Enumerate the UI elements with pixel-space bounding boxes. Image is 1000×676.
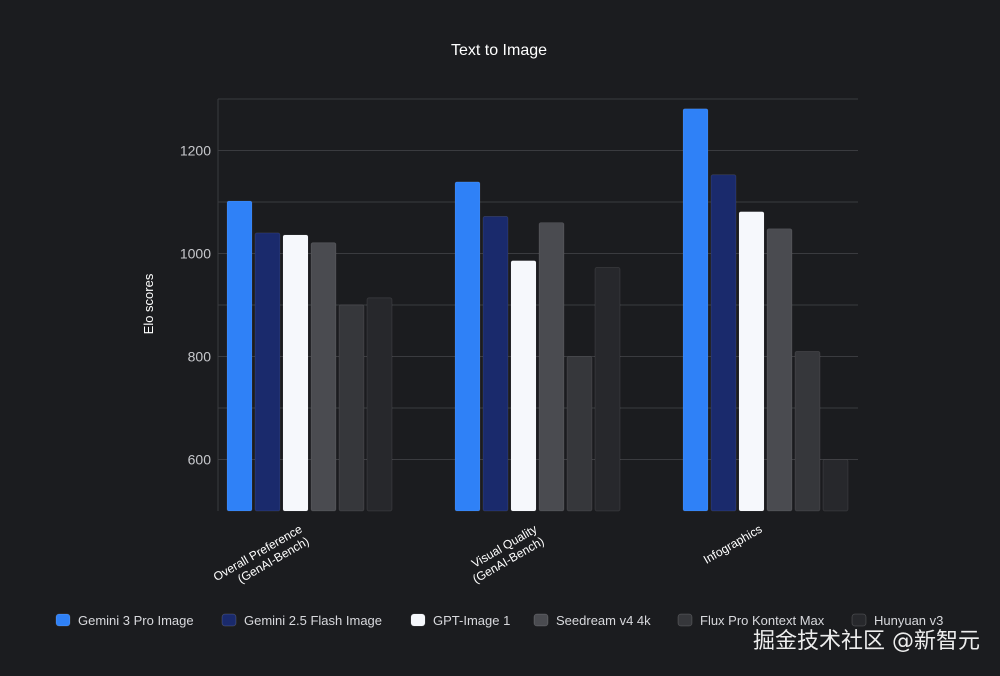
- legend: Gemini 3 Pro Image Gemini 2.5 Flash Image…: [55, 613, 943, 628]
- y-tick-label: 1000: [180, 246, 211, 262]
- bar: [226, 200, 253, 512]
- bar: [594, 267, 621, 512]
- legend-label: Flux Pro Kontext Max: [700, 613, 825, 628]
- legend-item: Seedream v4 4k: [533, 613, 651, 628]
- watermark: 掘金技术社区 @新智元: [753, 629, 980, 654]
- bars: [226, 108, 849, 512]
- bar: [482, 216, 509, 512]
- x-axis-categories: Overall Preference(GenAI-Bench) Visual Qu…: [211, 522, 765, 596]
- bar: [366, 297, 393, 512]
- y-tick-label: 600: [188, 452, 212, 468]
- y-tick-label: 1200: [180, 143, 211, 159]
- x-category-label: Overall Preference(GenAI-Bench): [211, 522, 312, 596]
- bar: [282, 234, 309, 512]
- bar: [338, 304, 365, 512]
- x-category-label: Infographics: [701, 522, 765, 567]
- legend-swatch: [221, 613, 237, 627]
- legend-swatch: [851, 613, 867, 627]
- bar: [538, 222, 565, 512]
- bar: [254, 232, 281, 512]
- legend-swatch: [55, 613, 71, 627]
- legend-label: Gemini 2.5 Flash Image: [244, 613, 382, 628]
- chart-title: Text to Image: [451, 42, 547, 59]
- bar: [822, 459, 849, 512]
- bar: [766, 228, 793, 512]
- legend-swatch: [677, 613, 693, 627]
- legend-label: Hunyuan v3: [874, 613, 943, 628]
- bar: [566, 356, 593, 512]
- legend-label: Gemini 3 Pro Image: [78, 613, 194, 628]
- bar: [710, 174, 737, 512]
- y-tick-label: 800: [188, 349, 212, 365]
- legend-item: Gemini 2.5 Flash Image: [221, 613, 382, 628]
- bar: [510, 260, 537, 512]
- y-axis-label: Elo scores: [141, 273, 156, 334]
- bar: [682, 108, 709, 512]
- legend-swatch: [533, 613, 549, 627]
- legend-label: Seedream v4 4k: [556, 613, 651, 628]
- y-axis-ticks: 600 800 1000 1200: [180, 143, 211, 468]
- legend-item: Hunyuan v3: [851, 613, 943, 628]
- bar: [310, 242, 337, 512]
- bar: [738, 211, 765, 512]
- legend-label: GPT-Image 1: [433, 613, 510, 628]
- x-category-label: Visual Quality(GenAI-Bench): [463, 522, 546, 586]
- legend-item: Gemini 3 Pro Image: [55, 613, 194, 628]
- bar: [794, 350, 821, 512]
- legend-swatch: [410, 613, 426, 627]
- bar: [454, 181, 481, 512]
- legend-item: Flux Pro Kontext Max: [677, 613, 825, 628]
- legend-item: GPT-Image 1: [410, 613, 510, 628]
